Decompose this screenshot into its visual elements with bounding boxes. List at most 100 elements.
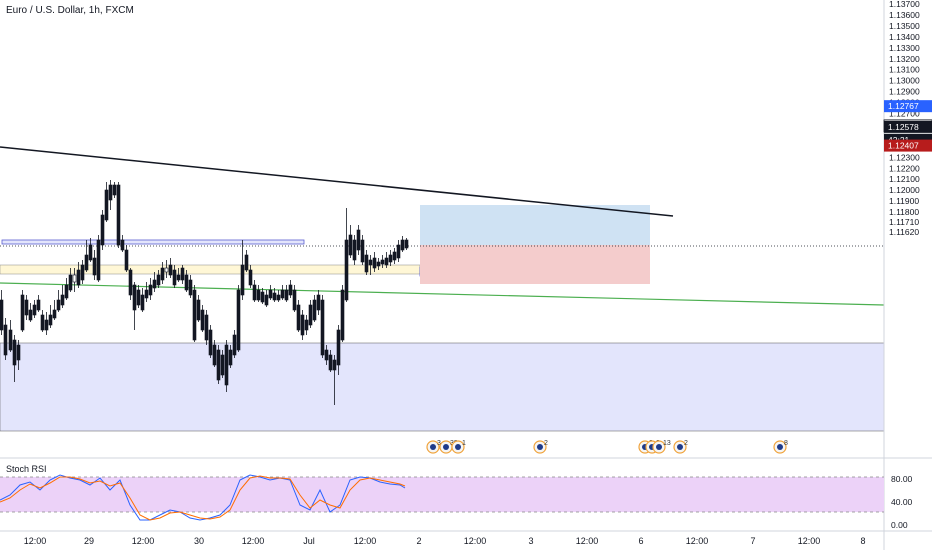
candle-body — [352, 239, 357, 261]
candle-body — [244, 254, 249, 271]
candle-body — [332, 359, 337, 371]
stoch-axis-label: 40.00 — [891, 497, 913, 507]
candle-body — [96, 239, 101, 281]
time-axis-label: 8 — [860, 536, 865, 546]
candle-body — [312, 299, 317, 321]
candle-body — [168, 264, 173, 276]
event-count: 1 — [462, 440, 466, 447]
candle-body — [276, 294, 281, 301]
time-axis[interactable]: 12:00 29 12:00 30 12:00 Jul 12:00 2 12:00 3 12:00 6… — [24, 536, 866, 546]
price-tag — [884, 139, 932, 152]
green-trend-line[interactable] — [0, 282, 885, 306]
position-profit-zone[interactable] — [420, 205, 650, 245]
candle-body — [12, 339, 17, 366]
candle-body — [108, 184, 113, 201]
price-axis-label: 1.13300 — [889, 43, 920, 53]
candle-body — [120, 239, 125, 251]
price-axis-label: 1.13600 — [889, 10, 920, 20]
demand-zone[interactable] — [0, 342, 885, 432]
price-axis-label: 1.12100 — [889, 174, 920, 184]
event-count: 13 — [663, 440, 671, 447]
candle-body — [144, 289, 149, 299]
event-flag-dot — [455, 444, 461, 450]
price-axis[interactable]: 1.137001.136001.135001.134001.133001.132… — [889, 0, 920, 237]
price-axis-label: 1.11710 — [889, 217, 919, 227]
candle-body — [296, 304, 301, 331]
candle-body — [380, 259, 385, 265]
economic-events[interactable]: 33912221328 — [426, 440, 788, 454]
event-flag-dot — [430, 444, 436, 450]
candle-body — [360, 239, 365, 263]
candle-body — [248, 269, 253, 286]
time-axis-label: 12:00 — [354, 536, 377, 546]
candle-body — [24, 299, 29, 316]
price-axis-label: 1.13500 — [889, 21, 920, 31]
candle-body — [32, 304, 37, 316]
candle-body — [56, 299, 61, 311]
support-box-yellow[interactable] — [0, 264, 421, 275]
time-axis-label: 7 — [750, 536, 755, 546]
time-axis-label: Jul — [303, 536, 315, 546]
candle-body — [8, 329, 13, 351]
price-tag-label: 1.12767 — [888, 101, 919, 111]
candle-body — [176, 274, 181, 281]
price-axis-label: 1.13200 — [889, 54, 920, 64]
symbol-title[interactable]: Euro / U.S. Dollar, 1h, FXCM — [6, 5, 134, 16]
price-axis-label: 1.13000 — [889, 76, 920, 86]
stoch-band — [0, 477, 884, 512]
candle-body — [104, 189, 109, 221]
stoch-rsi-label[interactable]: Stoch RSI — [6, 464, 47, 474]
candle-body — [300, 314, 305, 336]
price-axis-label: 1.11620 — [889, 227, 919, 237]
candle-body — [20, 294, 25, 331]
candle-body — [368, 259, 373, 266]
candle-body — [264, 294, 269, 306]
candle-body — [3, 324, 8, 356]
candle-body — [260, 291, 265, 303]
candle-body — [212, 344, 217, 366]
price-axis-label: 1.12300 — [889, 152, 920, 162]
time-axis-label: 12:00 — [24, 536, 47, 546]
candle-body — [316, 294, 321, 311]
time-axis-label: 6 — [638, 536, 643, 546]
candle-body — [156, 274, 161, 286]
stoch-axis-label: 0.00 — [891, 520, 908, 530]
time-axis-label: 12:00 — [464, 536, 487, 546]
price-axis-label: 1.13100 — [889, 65, 920, 75]
candle-body — [336, 329, 341, 366]
downtrend-line[interactable] — [0, 146, 674, 217]
price-axis-label: 1.11800 — [889, 207, 919, 217]
candle-body — [76, 269, 81, 286]
candle-body — [356, 229, 361, 251]
candle-body — [224, 344, 229, 386]
candle-body — [0, 299, 4, 331]
candle-body — [16, 344, 21, 361]
candle-body — [376, 261, 381, 267]
position-loss-zone[interactable] — [420, 245, 650, 284]
candle-body — [152, 279, 157, 289]
candle-body — [340, 289, 345, 341]
price-tag — [884, 100, 932, 113]
time-axis-label: 12:00 — [576, 536, 599, 546]
candle-body — [180, 267, 185, 281]
price-tag-label: 1.12407 — [888, 141, 919, 151]
candle-body — [28, 309, 33, 321]
candle-body — [268, 289, 273, 299]
event-flag-dot — [537, 444, 543, 450]
candle-body — [140, 294, 145, 311]
candle-body — [164, 267, 169, 273]
candle-body — [36, 299, 41, 311]
event-flag-dot — [656, 444, 662, 450]
price-axis-label: 1.12900 — [889, 87, 920, 97]
candle-body — [196, 299, 201, 321]
time-axis-label: 12:00 — [242, 536, 265, 546]
resistance-box[interactable] — [1, 239, 305, 245]
candle-body — [348, 234, 353, 256]
price-axis-label: 1.12200 — [889, 163, 920, 173]
candle-body — [132, 284, 137, 311]
candle-body — [324, 349, 329, 361]
candle-body — [188, 279, 193, 296]
stoch-axis: 80.00 40.00 0.00 — [891, 474, 913, 530]
